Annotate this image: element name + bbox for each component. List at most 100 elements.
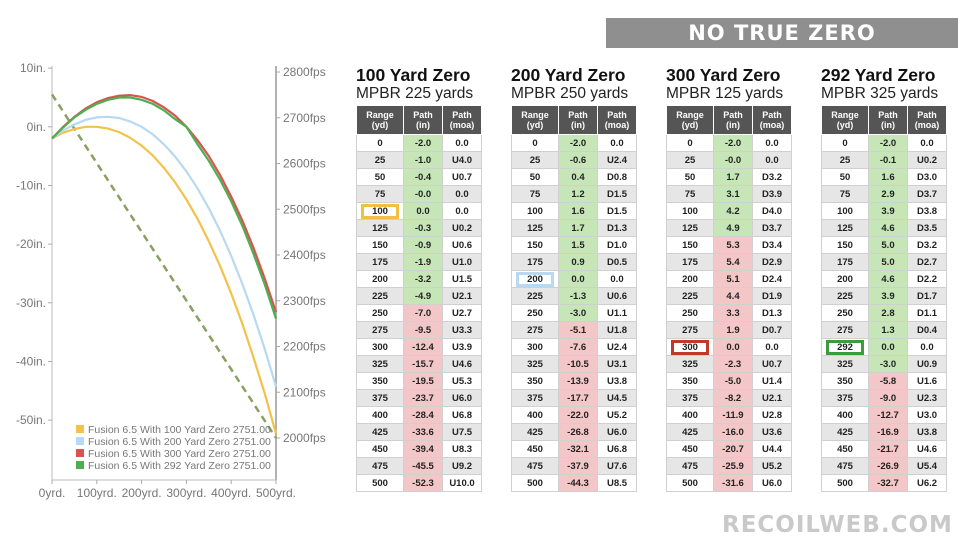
x-tick-label: 0yrd. bbox=[39, 486, 66, 500]
path-moa-cell: U9.2 bbox=[442, 457, 482, 475]
table-row: 100 4.2 D4.0 bbox=[666, 202, 792, 220]
range-cell: 50 bbox=[821, 168, 869, 186]
path-moa-cell: U2.1 bbox=[752, 389, 792, 407]
chart-legend: Fusion 6.5 With 100 Yard Zero 2751.00Fus… bbox=[76, 424, 271, 472]
path-moa-cell: U6.8 bbox=[442, 406, 482, 424]
path-moa-cell: U6.0 bbox=[752, 474, 792, 492]
path-in-cell: -2.3 bbox=[713, 355, 753, 373]
range-cell: 175 bbox=[666, 253, 714, 271]
path-in-cell: -20.7 bbox=[713, 440, 753, 458]
table-row: 225 4.4 D1.9 bbox=[666, 287, 792, 305]
table-row: 350 -19.5 U5.3 bbox=[356, 372, 482, 390]
path-in-cell: -52.3 bbox=[403, 474, 443, 492]
range-cell: 300 bbox=[666, 338, 714, 356]
path-in-cell: 4.4 bbox=[713, 287, 753, 305]
legend-swatch bbox=[76, 437, 84, 445]
path-in-cell: -0.1 bbox=[868, 151, 908, 169]
path-in-cell: 1.7 bbox=[713, 168, 753, 186]
table-row: 475 -45.5 U9.2 bbox=[356, 457, 482, 475]
range-cell: 100 bbox=[356, 202, 404, 220]
table-row: 425 -16.9 U3.8 bbox=[821, 423, 947, 441]
table-row: 75 2.9 D3.7 bbox=[821, 185, 947, 203]
table-row: 100 1.6 D1.5 bbox=[511, 202, 637, 220]
path-in-cell: -1.0 bbox=[403, 151, 443, 169]
table-row: 500 -32.7 U6.2 bbox=[821, 474, 947, 492]
path-in-cell: -0.4 bbox=[403, 168, 443, 186]
range-cell: 425 bbox=[356, 423, 404, 441]
path-moa-cell: D1.1 bbox=[907, 304, 947, 322]
path-moa-cell: U0.2 bbox=[907, 151, 947, 169]
path-moa-cell: U2.4 bbox=[597, 151, 637, 169]
path-in-cell: -22.0 bbox=[558, 406, 598, 424]
path-moa-cell: 0.0 bbox=[442, 134, 482, 152]
legend-label: Fusion 6.5 With 200 Yard Zero 2751.00 bbox=[88, 436, 271, 448]
table-row: 375 -9.0 U2.3 bbox=[821, 389, 947, 407]
path-in-cell: -2.0 bbox=[868, 134, 908, 152]
range-cell: 150 bbox=[356, 236, 404, 254]
table-row: 125 4.6 D3.5 bbox=[821, 219, 947, 237]
range-cell: 300 bbox=[511, 338, 559, 356]
path-in-cell: -39.4 bbox=[403, 440, 443, 458]
table-row: 125 -0.3 U0.2 bbox=[356, 219, 482, 237]
table-title: 100 Yard Zero bbox=[356, 65, 471, 85]
path-moa-cell: D3.2 bbox=[752, 168, 792, 186]
path-moa-cell: U1.4 bbox=[752, 372, 792, 390]
zero-range-marker: 100 bbox=[361, 203, 399, 219]
path-in-cell: -23.7 bbox=[403, 389, 443, 407]
range-cell: 150 bbox=[511, 236, 559, 254]
range-cell: 100 bbox=[666, 202, 714, 220]
right-tick-label: 2100fps bbox=[283, 385, 326, 399]
path-in-cell: 0.0 bbox=[558, 270, 598, 288]
path-in-cell: -7.6 bbox=[558, 338, 598, 356]
path-moa-cell: U4.6 bbox=[442, 355, 482, 373]
column-header: Path (moa) bbox=[752, 105, 792, 135]
path-in-cell: -16.0 bbox=[713, 423, 753, 441]
path-moa-cell: U4.0 bbox=[442, 151, 482, 169]
path-moa-cell: U7.6 bbox=[597, 457, 637, 475]
path-in-cell: 5.4 bbox=[713, 253, 753, 271]
table-row: 500 -52.3 U10.0 bbox=[356, 474, 482, 492]
table-row: 325 -15.7 U4.6 bbox=[356, 355, 482, 373]
path-moa-cell: U0.6 bbox=[597, 287, 637, 305]
zero-table-4: 292 Yard Zero MPBR 325 yards Range (yd) Path… bbox=[821, 66, 947, 492]
table-row: 200 -3.2 U1.5 bbox=[356, 270, 482, 288]
path-moa-cell: U5.4 bbox=[907, 457, 947, 475]
range-cell: 250 bbox=[511, 304, 559, 322]
path-in-cell: -9.0 bbox=[868, 389, 908, 407]
path-moa-cell: U3.9 bbox=[442, 338, 482, 356]
path-moa-cell: U2.7 bbox=[442, 304, 482, 322]
path-in-cell: -2.0 bbox=[403, 134, 443, 152]
range-cell: 75 bbox=[821, 185, 869, 203]
path-moa-cell: D2.2 bbox=[907, 270, 947, 288]
path-moa-cell: U5.3 bbox=[442, 372, 482, 390]
series-line-1 bbox=[51, 125, 278, 434]
range-cell: 400 bbox=[821, 406, 869, 424]
path-moa-cell: U1.0 bbox=[442, 253, 482, 271]
path-in-cell: 3.1 bbox=[713, 185, 753, 203]
x-tick-label: 100yrd. bbox=[77, 486, 117, 500]
path-moa-cell: U5.2 bbox=[597, 406, 637, 424]
path-in-cell: 1.7 bbox=[558, 219, 598, 237]
range-cell: 275 bbox=[511, 321, 559, 339]
left-tick-label: -20in. bbox=[16, 237, 46, 251]
range-cell: 475 bbox=[511, 457, 559, 475]
legend-swatch bbox=[76, 425, 84, 433]
table-row: 400 -28.4 U6.8 bbox=[356, 406, 482, 424]
x-axis-ticks: 0yrd. 100yrd. 200yrd. 300yrd. 400yrd. 500yrd. bbox=[39, 480, 296, 500]
table-row: 75 -0.0 0.0 bbox=[356, 185, 482, 203]
path-in-cell: -7.0 bbox=[403, 304, 443, 322]
table-row: 50 0.4 D0.8 bbox=[511, 168, 637, 186]
range-cell: 125 bbox=[511, 219, 559, 237]
zero-table-1: 100 Yard Zero MPBR 225 yards Range (yd) Path… bbox=[356, 66, 482, 492]
range-cell: 200 bbox=[821, 270, 869, 288]
path-moa-cell: U3.3 bbox=[442, 321, 482, 339]
right-tick-label: 2300fps bbox=[283, 294, 326, 308]
range-cell: 175 bbox=[356, 253, 404, 271]
velocity-line bbox=[50, 93, 278, 439]
range-cell: 450 bbox=[666, 440, 714, 458]
range-cell: 450 bbox=[356, 440, 404, 458]
column-header: Path (in) bbox=[868, 105, 908, 135]
right-tick-label: 2500fps bbox=[283, 202, 326, 216]
path-moa-cell: U7.5 bbox=[442, 423, 482, 441]
path-in-cell: -3.0 bbox=[558, 304, 598, 322]
